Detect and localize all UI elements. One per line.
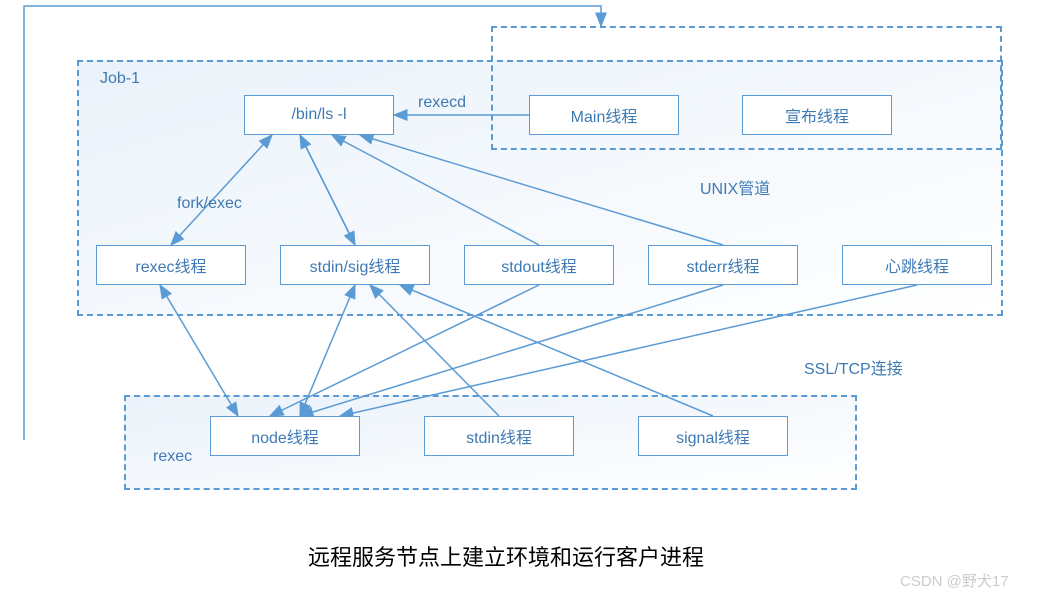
caption: 远程服务节点上建立环境和运行客户进程 xyxy=(308,540,704,572)
container-label-rexec_bottom: rexec xyxy=(153,448,192,466)
node-rexecthr: rexec线程 xyxy=(96,245,246,285)
watermark: CSDN @野犬17 xyxy=(900,570,1009,591)
node-stdinsig: stdin/sig线程 xyxy=(280,245,430,285)
label-ssl: SSL/TCP连接 xyxy=(804,355,903,379)
node-stdout: stdout线程 xyxy=(464,245,614,285)
node-heartbeat: 心跳线程 xyxy=(842,245,992,285)
node-signal: signal线程 xyxy=(638,416,788,456)
node-stderr: stderr线程 xyxy=(648,245,798,285)
node-node: node线程 xyxy=(210,416,360,456)
node-main: Main线程 xyxy=(529,95,679,135)
label-fork: fork/exec xyxy=(177,195,242,213)
node-stdin: stdin线程 xyxy=(424,416,574,456)
node-announce: 宣布线程 xyxy=(742,95,892,135)
container-label-job1: Job-1 xyxy=(100,70,140,88)
label-rexecd: rexecd xyxy=(418,94,466,112)
label-unix: UNIX管道 xyxy=(700,175,770,199)
diagram-canvas: Job-1 rexec /bin/ls -l Main线程 宣布线程 rexec线程 st… xyxy=(0,0,1045,596)
node-binls: /bin/ls -l xyxy=(244,95,394,135)
